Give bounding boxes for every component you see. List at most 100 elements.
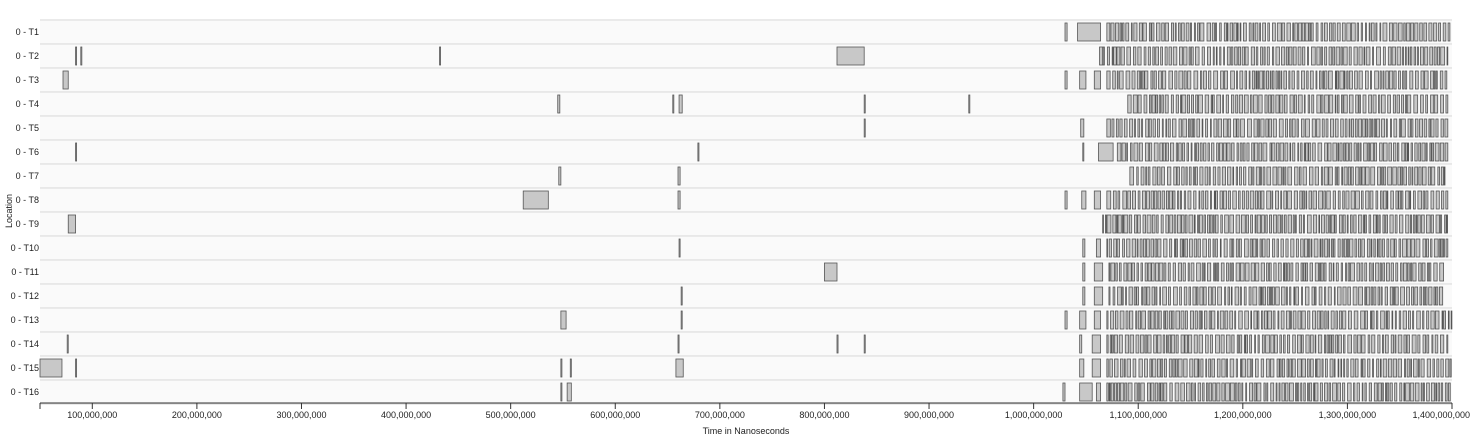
event-box [1198,214,1203,234]
event-box [1161,118,1164,138]
event-box [1271,94,1275,114]
event-box [1318,190,1323,210]
event-box [1367,334,1371,354]
event-box [1305,334,1310,354]
event-box [1213,262,1215,282]
event-box [1138,142,1143,162]
event-box [1131,262,1136,282]
event-box [1155,262,1160,282]
event-box [1327,286,1332,306]
event-box [1155,46,1159,66]
event-box [1193,22,1196,42]
event-box [1340,262,1343,282]
event-box [1425,142,1428,162]
event-box [1324,70,1328,90]
event-box [1255,70,1258,90]
event-box [1435,190,1440,210]
event-box [80,46,83,66]
event-box [1353,382,1356,402]
event-box [1254,190,1259,210]
event-box [1123,262,1128,282]
event-box [1143,238,1147,258]
event-box [1246,142,1250,162]
event-box [1140,262,1143,282]
event-box [1331,334,1335,354]
event-box [1140,166,1145,186]
event-box [1337,358,1340,378]
event-box [1323,166,1329,186]
lane-10: 0 - T10 [11,235,1452,260]
event-box [1123,358,1126,378]
event-box [1262,238,1266,258]
event-box [1422,286,1426,306]
event-box [1316,94,1321,114]
event-box [1183,190,1187,210]
event-box [1445,238,1449,258]
event-box [1393,70,1397,90]
event-box [1108,286,1111,306]
event-box [1359,142,1362,162]
event-box [1174,22,1177,42]
event-box [1231,262,1234,282]
event-box [1332,262,1335,282]
event-box [1126,142,1128,162]
event-box [1351,118,1355,138]
event-box [697,142,700,162]
event-box [1348,70,1353,90]
event-box [1233,22,1237,42]
event-box [1334,94,1337,114]
event-box [1241,190,1245,210]
event-box [1329,214,1331,234]
event-box [1266,238,1270,258]
event-box [1409,190,1412,210]
event-box [1106,46,1110,66]
event-box [1168,358,1173,378]
event-box [1244,262,1250,282]
event-box [1358,238,1362,258]
event-box [1227,286,1230,306]
event-box [1251,142,1255,162]
event-box [1353,214,1357,234]
event-box [1320,310,1324,330]
event-box [1291,70,1295,90]
event-box [1179,190,1182,210]
event-box [1163,358,1167,378]
event-box [1199,70,1203,90]
event-box [1202,238,1207,258]
event-box [1410,142,1413,162]
event-box [1137,118,1141,138]
x-axis-title: Time in Nanoseconds [703,426,790,436]
event-box [1236,334,1240,354]
event-box [1332,190,1336,210]
event-box [1281,214,1284,234]
event-box [1372,214,1377,234]
event-box [1174,70,1178,90]
event-box [75,358,78,378]
event-box [1444,214,1447,234]
event-box [1118,334,1123,354]
event-box [1307,382,1309,402]
event-box [1343,358,1346,378]
event-box [1226,262,1229,282]
event-box [1236,118,1240,138]
event-box [1153,190,1158,210]
event-box [1285,382,1289,402]
event-box [1188,334,1193,354]
event-box [1165,214,1169,234]
event-box [1194,166,1198,186]
event-box [1223,118,1228,138]
event-box [1245,334,1248,354]
event-box [1403,382,1406,402]
x-tick-label: 800,000,000 [799,410,849,420]
event-box [1406,334,1410,354]
event-box [1154,382,1159,402]
event-box [1301,70,1306,90]
event-box [1311,94,1315,114]
event-box [1169,238,1173,258]
event-box [1364,262,1368,282]
event-box [1303,382,1306,402]
event-box [1284,166,1287,186]
event-box [1208,310,1212,330]
event-box [1255,166,1261,186]
event-box [1268,262,1272,282]
